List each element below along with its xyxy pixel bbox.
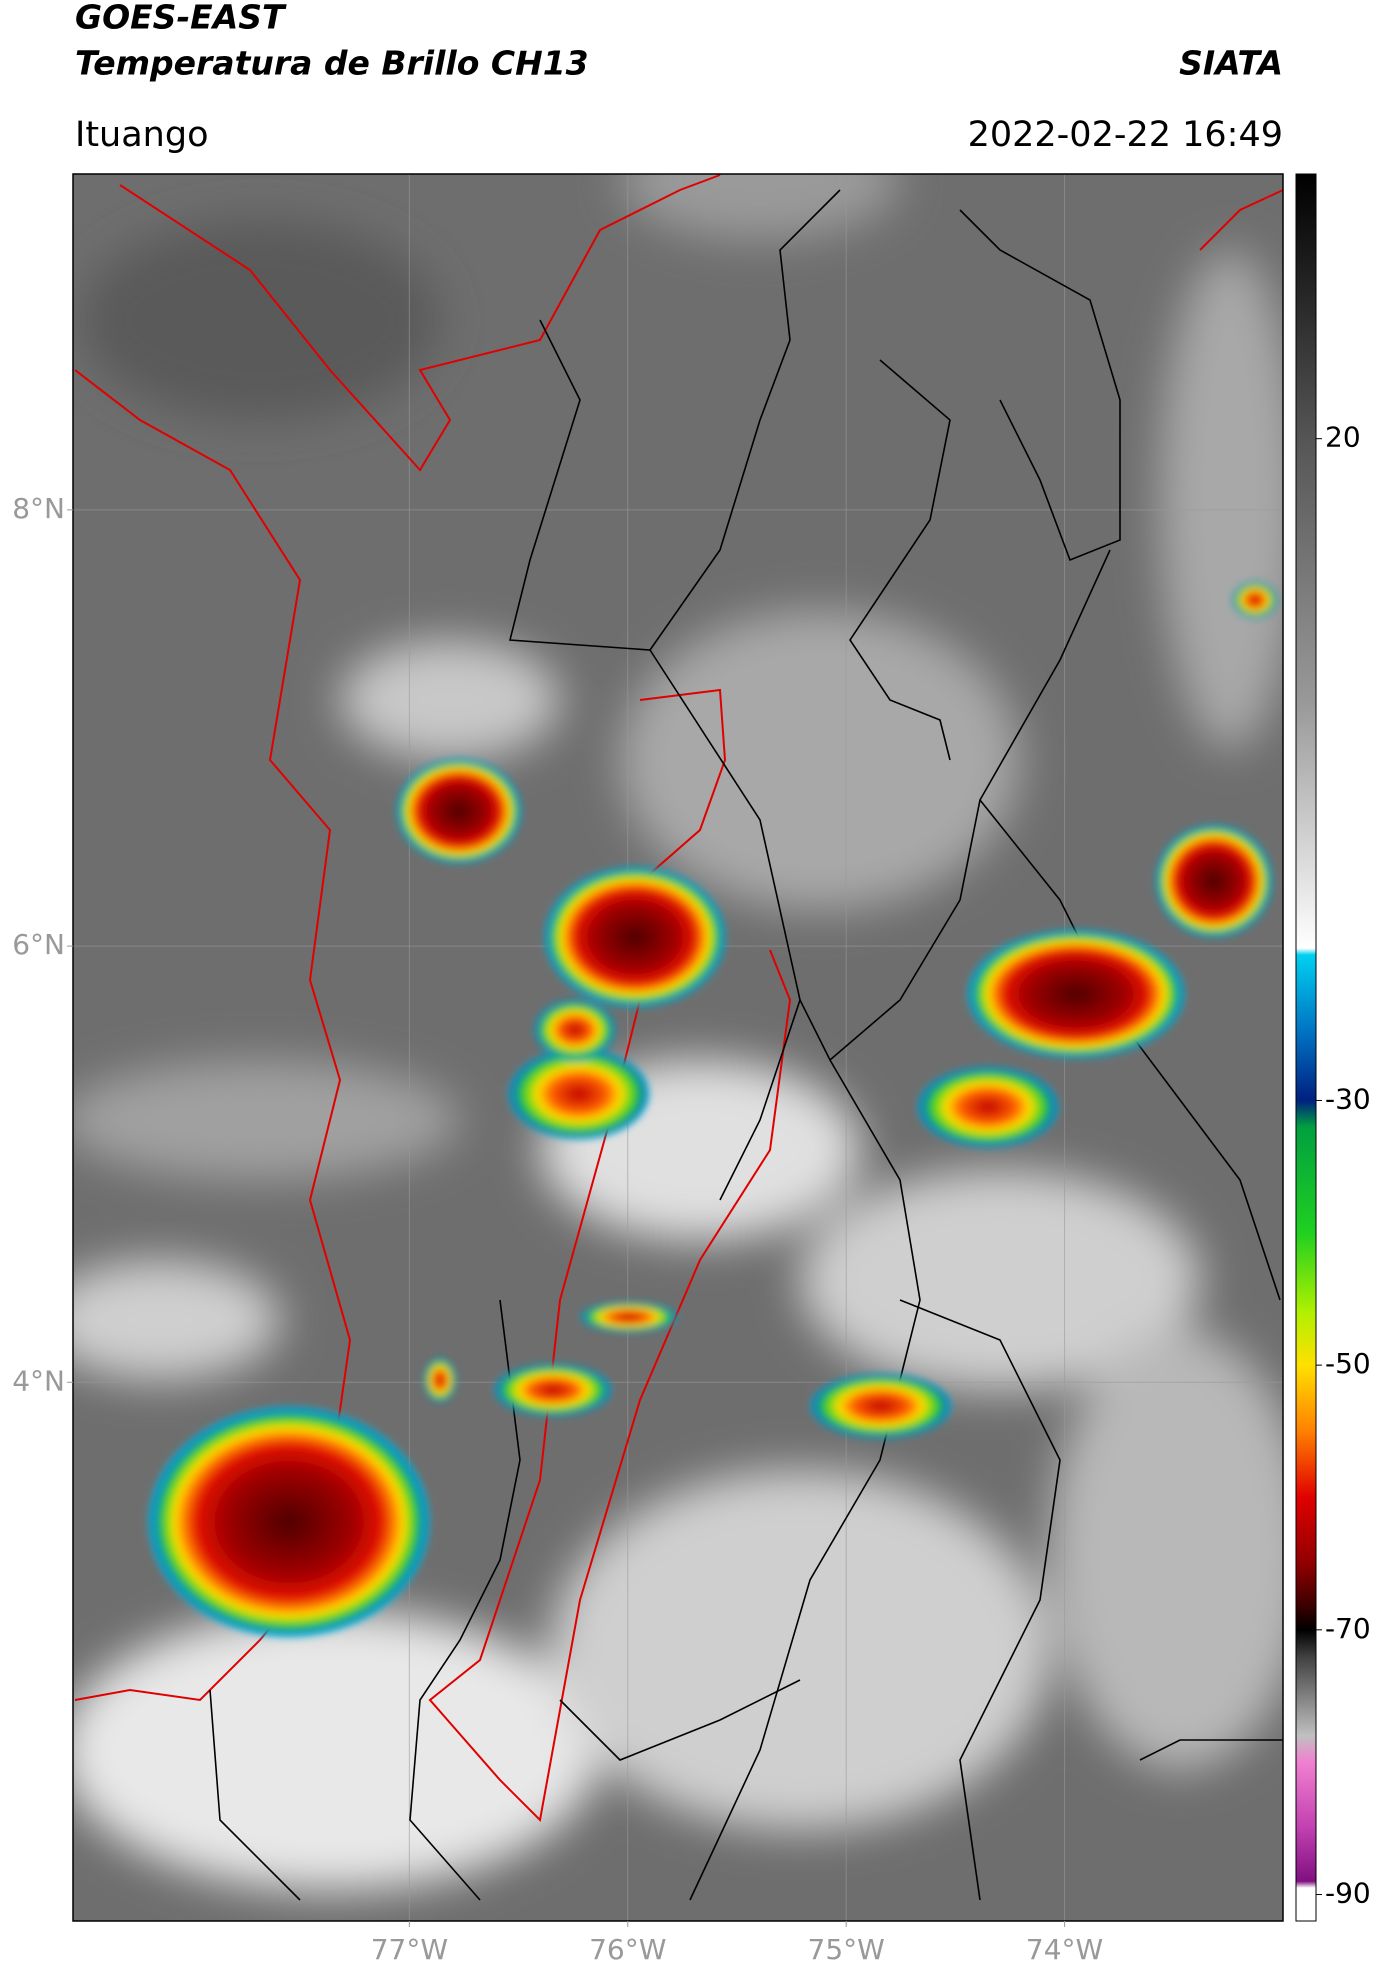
subtitle: Temperatura de Brillo CH13: [75, 44, 589, 83]
lon-label: 76°W: [589, 1933, 666, 1966]
timestamp: 2022-02-22 16:49: [968, 115, 1283, 155]
lon-label: 75°W: [808, 1933, 885, 1966]
source: SIATA: [1179, 44, 1283, 83]
location: Ituango: [75, 115, 209, 155]
lat-label: 8°N: [12, 492, 65, 525]
lon-label: 77°W: [371, 1933, 448, 1966]
title: GOES-EAST: [75, 0, 287, 37]
lat-label: 6°N: [12, 928, 65, 961]
colorbar: [1295, 173, 1317, 1922]
lon-label: 74°W: [1026, 1933, 1103, 1966]
colorbar-label: -50: [1325, 1347, 1371, 1380]
colorbar-label: -90: [1325, 1877, 1371, 1910]
map: [73, 174, 1283, 1921]
colorbar-label: 20: [1325, 421, 1361, 454]
map-frame: [72, 173, 1284, 1922]
lat-label: 4°N: [12, 1364, 65, 1397]
colorbar-label: -70: [1325, 1612, 1371, 1645]
colorbar-label: -30: [1325, 1082, 1371, 1115]
storms: [149, 582, 1277, 1637]
